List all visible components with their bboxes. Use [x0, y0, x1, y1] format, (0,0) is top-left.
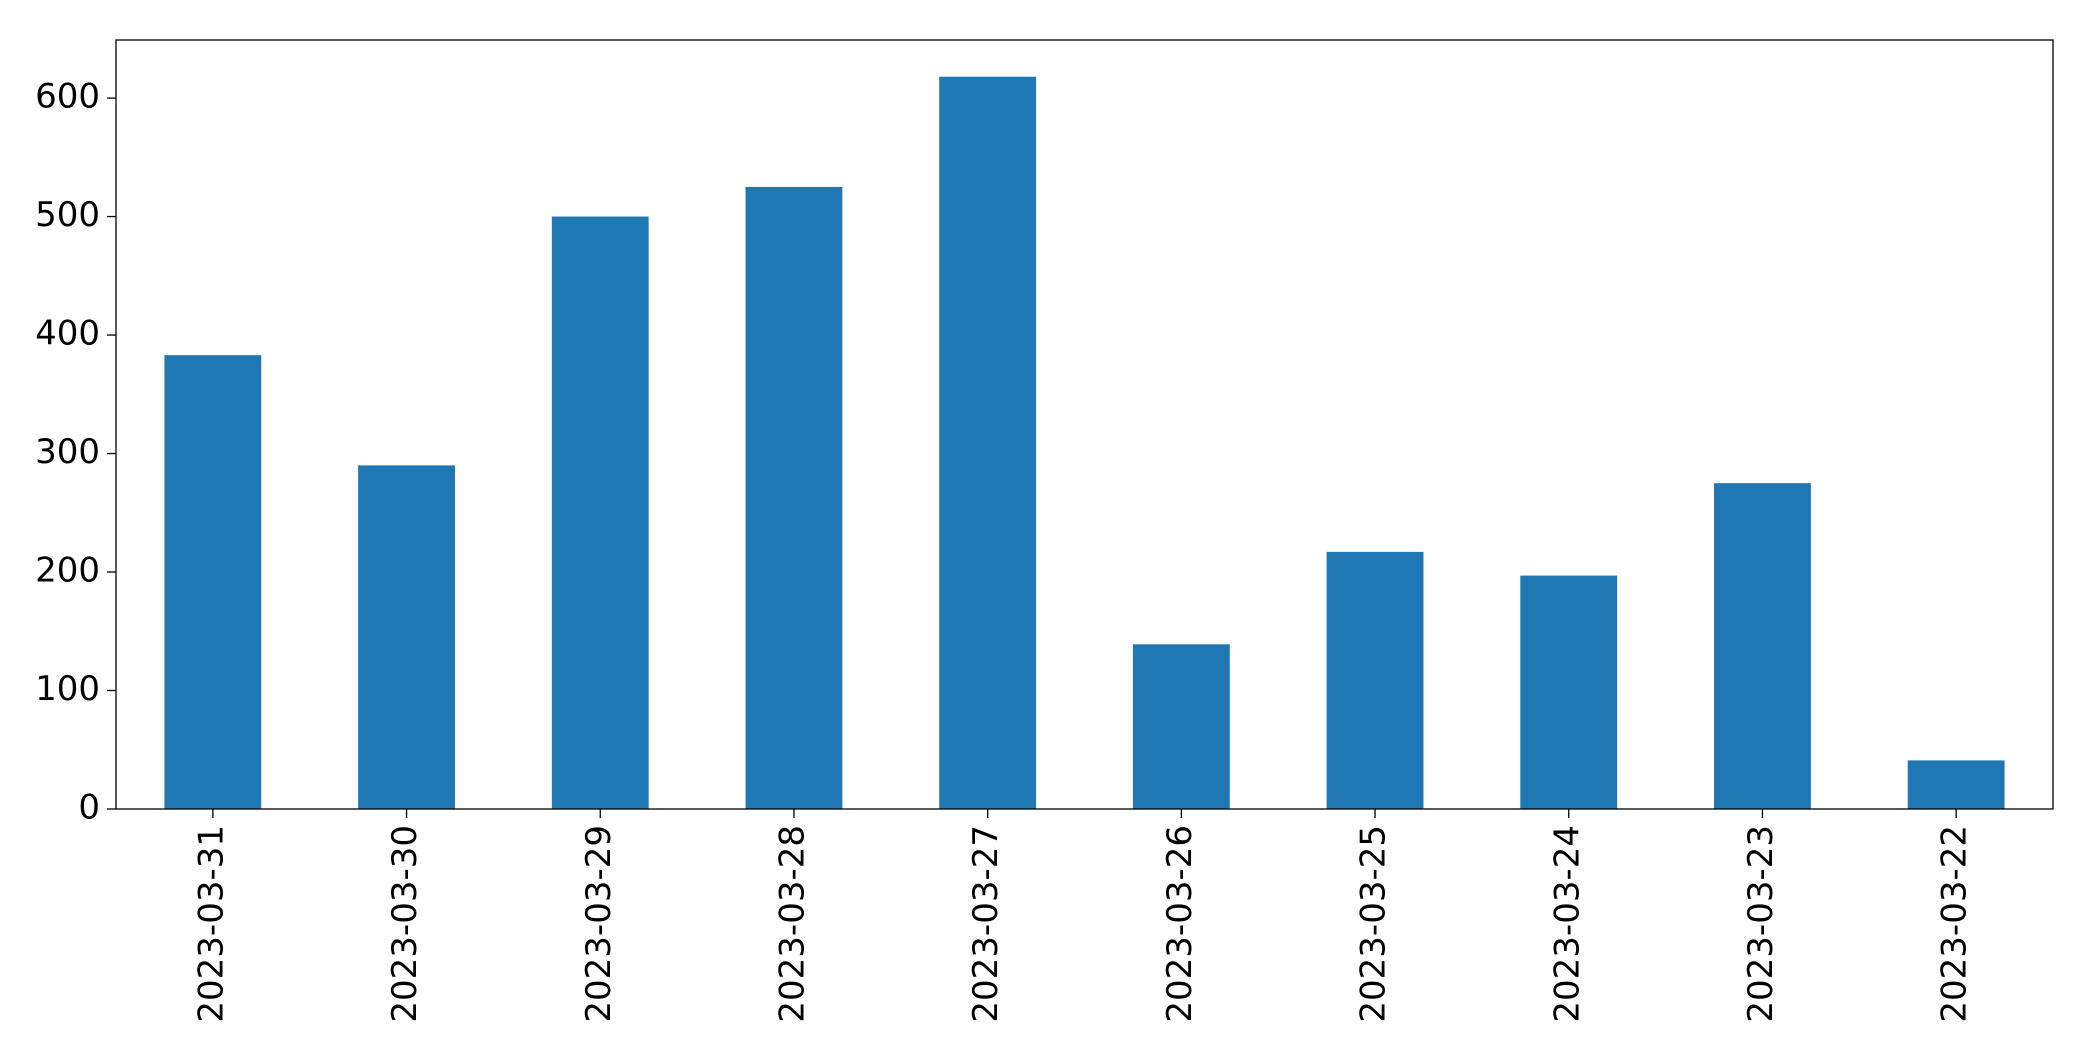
x-tick-label: 2023-03-31 — [191, 825, 231, 1023]
bar — [358, 465, 455, 809]
y-tick-label: 400 — [35, 314, 100, 354]
x-tick-label: 2023-03-25 — [1354, 825, 1394, 1023]
y-tick-label: 500 — [35, 195, 100, 235]
x-tick-label: 2023-03-22 — [1935, 825, 1975, 1023]
bar — [939, 76, 1037, 810]
y-tick-label: 100 — [35, 669, 100, 709]
x-tick-label: 2023-03-23 — [1741, 825, 1781, 1023]
bar — [1714, 483, 1811, 809]
bar — [1132, 644, 1230, 809]
x-tick-label: 2023-03-24 — [1547, 825, 1587, 1023]
bar — [164, 355, 262, 809]
bar — [551, 216, 649, 810]
y-tick-label: 0 — [78, 788, 100, 828]
y-tick-label: 200 — [35, 551, 100, 591]
x-tick-label: 2023-03-28 — [772, 825, 812, 1023]
y-tick-label: 600 — [35, 77, 100, 117]
x-tick-label: 2023-03-27 — [966, 825, 1006, 1023]
x-tick-label: 2023-03-26 — [1160, 825, 1200, 1023]
bar — [1907, 760, 2005, 809]
x-tick-label: 2023-03-30 — [385, 825, 425, 1023]
bar — [745, 186, 843, 809]
x-tick-label: 2023-03-29 — [579, 825, 619, 1023]
plot-frame — [115, 39, 2054, 810]
bar — [1520, 575, 1618, 809]
y-tick-label: 300 — [35, 432, 100, 472]
bar — [1326, 551, 1424, 809]
